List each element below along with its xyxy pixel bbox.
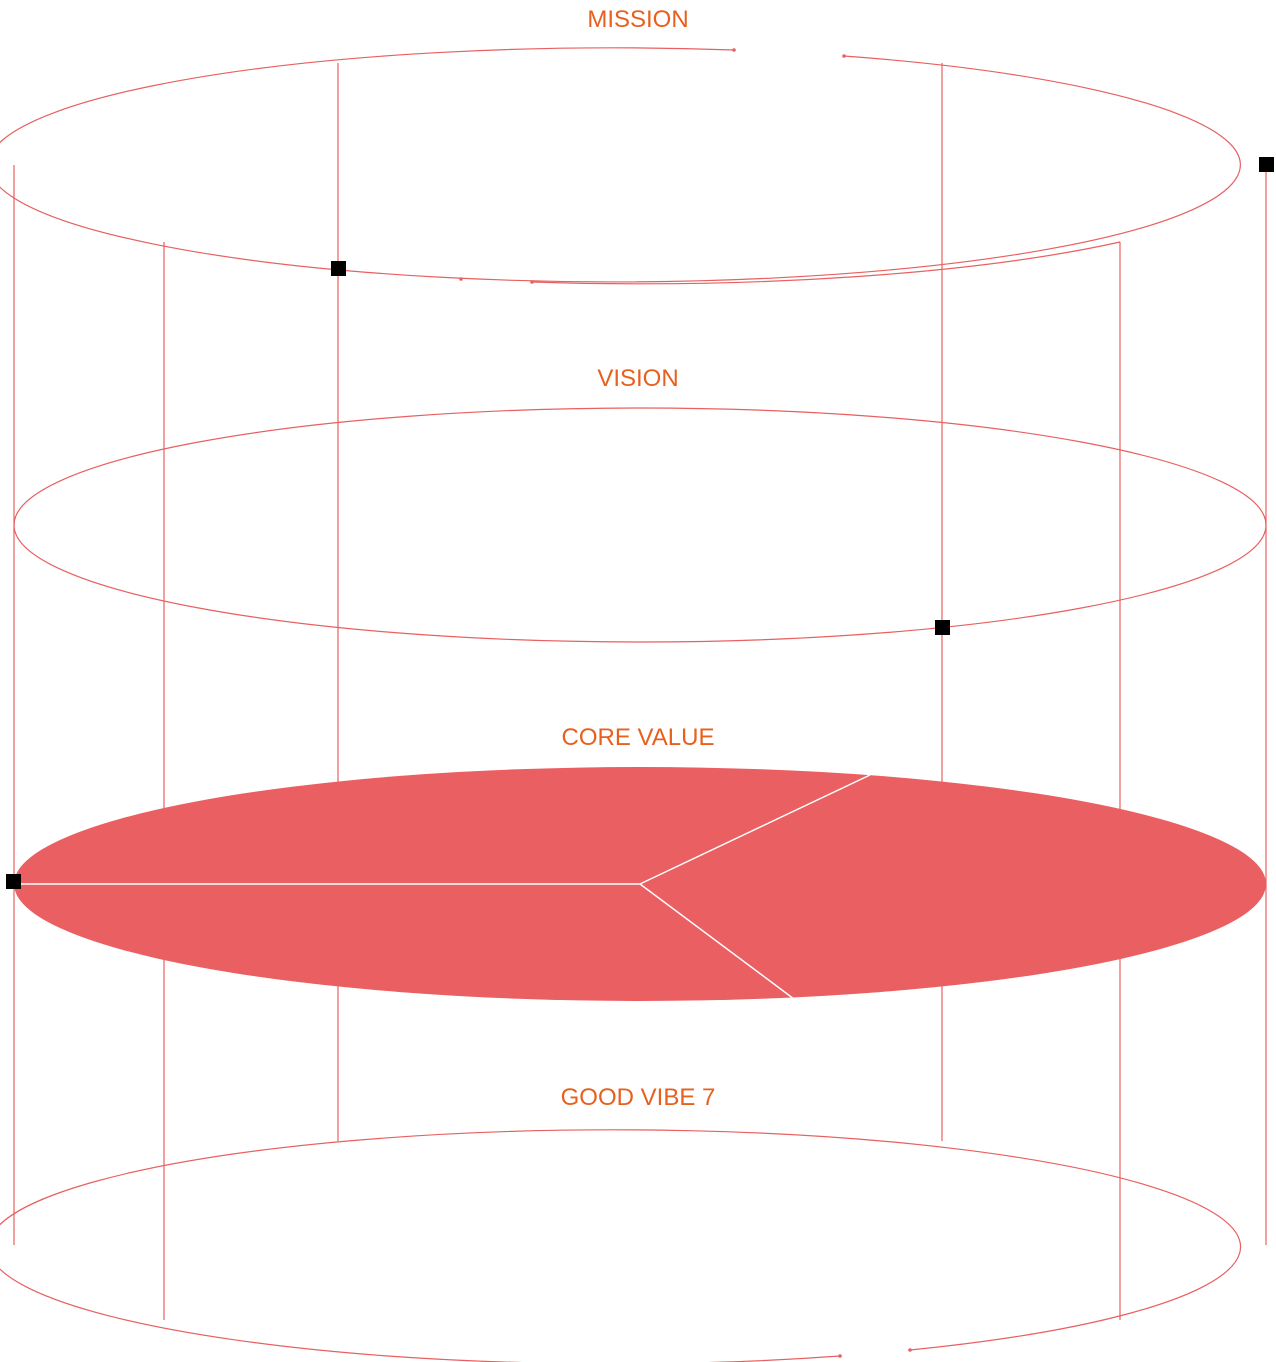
- vision-ellipse: [13, 407, 1267, 643]
- marker-square: [6, 874, 21, 889]
- vision-label: VISION: [597, 365, 679, 392]
- mission-ellipse-front: [531, 241, 1121, 285]
- core-value-divider-top: [639, 774, 871, 885]
- good-vibe-ellipse: [0, 1129, 1242, 1362]
- mission-label: MISSION: [587, 6, 689, 33]
- good-vibe-label: GOOD VIBE 7: [560, 1084, 716, 1111]
- vertical-lines: [13, 63, 1267, 1320]
- marker-square: [331, 261, 346, 276]
- markers: [6, 157, 1274, 889]
- good-vibe-ellipse-main: [0, 1129, 1242, 1362]
- core-value-label: CORE VALUE: [561, 724, 715, 751]
- marker-square: [935, 620, 950, 635]
- core-value-ellipse: [14, 767, 1266, 1001]
- mission-ellipse-main: [0, 47, 1241, 283]
- mission-ellipse: [0, 47, 1241, 285]
- core-value-divider-bottom: [639, 883, 795, 1000]
- marker-square: [1259, 157, 1274, 172]
